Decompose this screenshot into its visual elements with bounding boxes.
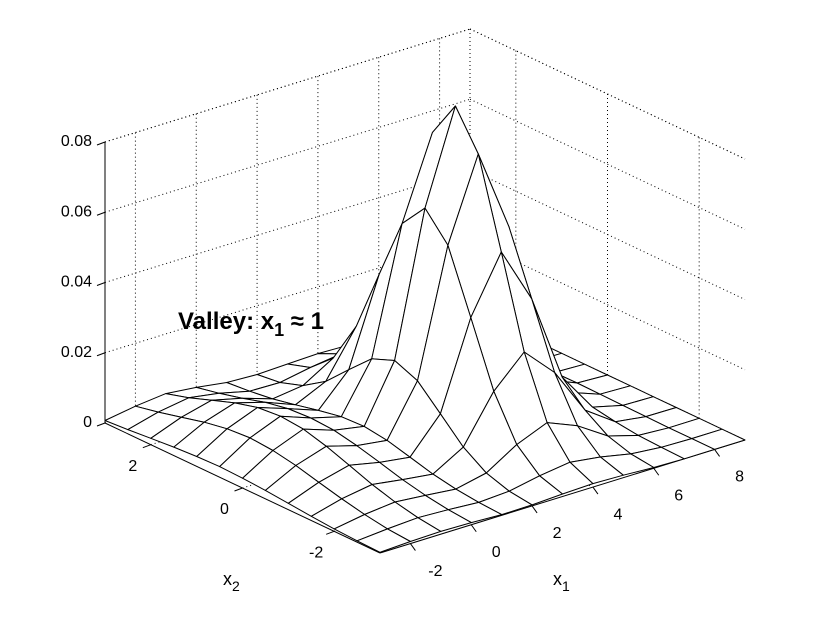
z-tick-label: 0.06 xyxy=(61,203,92,220)
box-edge xyxy=(104,28,471,143)
x-tick xyxy=(653,467,660,476)
grid-line xyxy=(469,98,746,230)
annotation-subscript: 1 xyxy=(274,320,284,340)
z-tick xyxy=(96,141,106,146)
x-tick-label: -2 xyxy=(428,563,442,580)
annotation: Valley: x1 ≈ 1 xyxy=(178,308,324,339)
z-tick xyxy=(96,282,106,286)
x-tick-label: 2 xyxy=(553,525,562,542)
x-axis-label-base: x xyxy=(553,569,562,589)
plot-area: 0 0.02 0.04 0.06 0.08 -2 0 2 4 6 8 -2 0 2 xyxy=(61,28,746,580)
z-tick-label: 0.08 xyxy=(61,133,92,150)
y-axis-label-base: x xyxy=(223,569,232,589)
y-tick-label: 0 xyxy=(220,501,229,518)
x-tick xyxy=(531,505,538,514)
x-tick-label: 0 xyxy=(492,544,501,561)
x-tick xyxy=(470,524,477,533)
z-tick-label: 0.02 xyxy=(61,344,92,361)
annotation-text: ≈ 1 xyxy=(284,308,324,335)
x-tick-label: 6 xyxy=(674,487,683,504)
annotation-text: Valley: x xyxy=(178,308,275,335)
x-tick-label: 8 xyxy=(735,469,744,486)
x-tick xyxy=(592,486,599,495)
y-tick xyxy=(234,487,243,492)
z-tick-label: 0 xyxy=(83,414,92,431)
z-tick xyxy=(96,211,106,216)
x-tick xyxy=(714,449,720,457)
x-tick xyxy=(410,543,416,551)
box-edge xyxy=(469,28,746,160)
y-tick xyxy=(325,530,335,535)
y-axis-label: x2 xyxy=(223,569,240,594)
x-tick-label: 4 xyxy=(613,506,622,523)
x-axis-label-subscript: 1 xyxy=(562,578,570,594)
y-tick-label: -2 xyxy=(309,545,323,562)
y-tick-label: 2 xyxy=(128,458,137,475)
grid-line xyxy=(469,239,746,371)
y-axis-label-subscript: 2 xyxy=(232,578,240,594)
z-tick-label: 0.04 xyxy=(61,274,92,291)
x-axis-label: x1 xyxy=(553,569,570,594)
y-tick xyxy=(142,444,152,449)
z-tick xyxy=(96,352,106,357)
z-tick xyxy=(96,422,106,427)
surface-patch xyxy=(356,528,411,553)
